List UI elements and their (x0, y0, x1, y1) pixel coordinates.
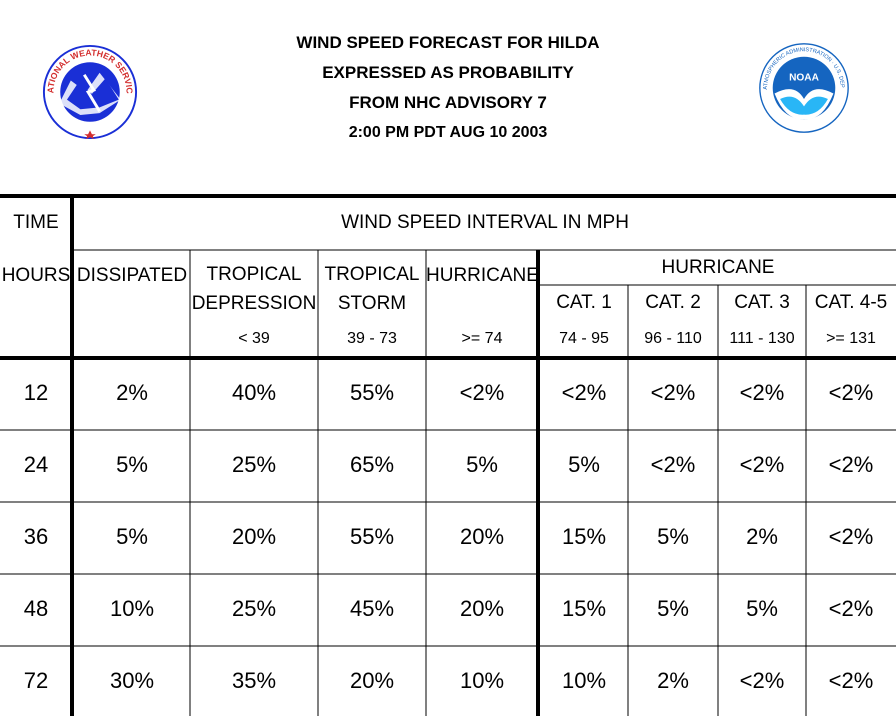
header-cat2: CAT. 2 (645, 292, 701, 313)
nws-logo: NATIONAL WEATHER SERVICE (42, 44, 138, 140)
header-hurricane: HURRICANE (426, 265, 539, 286)
cell-cat45: <2% (828, 452, 874, 477)
header-cat45-range: >= 131 (826, 330, 876, 347)
cell-cat1: 15% (561, 596, 607, 621)
noaa-wordmark: NOAA (789, 73, 819, 84)
cell-hurricane: 5% (466, 452, 498, 477)
header-ts-line1: TROPICAL (324, 264, 420, 285)
cell-cat3: <2% (739, 452, 785, 477)
cell-cat3: <2% (739, 380, 785, 405)
header-td-line2: DEPRESSION (191, 293, 317, 314)
cell-dissipated: 5% (116, 524, 148, 549)
cell-hurricane: 20% (459, 596, 505, 621)
cell-hours: 72 (23, 668, 49, 693)
cell-tropical-storm: 65% (349, 452, 395, 477)
cell-cat3: <2% (739, 668, 785, 693)
title-advisory: FROM NHC ADVISORY 7 (349, 93, 547, 112)
cell-cat2: 5% (657, 524, 689, 549)
title-storm: WIND SPEED FORECAST FOR HILDA (296, 33, 600, 52)
header-cat3-range: 111 - 130 (729, 330, 795, 347)
cell-tropical-storm: 55% (349, 380, 395, 405)
header-cat3: CAT. 3 (734, 292, 790, 313)
cell-hours: 12 (23, 380, 49, 405)
cell-cat45: <2% (828, 380, 874, 405)
cell-cat3: 2% (746, 524, 778, 549)
cell-cat1: 15% (561, 524, 607, 549)
title-datetime: 2:00 PM PDT AUG 10 2003 (348, 124, 548, 141)
header-cat1: CAT. 1 (556, 292, 612, 313)
cell-dissipated: 30% (109, 668, 155, 693)
header-dissipated: DISSIPATED (76, 265, 188, 286)
header-cat45: CAT. 4-5 (814, 292, 888, 313)
header-ts-line2: STORM (337, 293, 407, 314)
cell-tropical-depression: 35% (231, 668, 277, 693)
cell-cat2: 2% (657, 668, 689, 693)
cell-cat1: <2% (561, 380, 607, 405)
cell-cat2: <2% (650, 380, 696, 405)
header-hours: HOURS (1, 265, 71, 286)
cell-hurricane: 10% (459, 668, 505, 693)
header-wind-speed-interval: WIND SPEED INTERVAL IN MPH (341, 212, 629, 233)
title-expressed: EXPRESSED AS PROBABILITY (322, 63, 574, 82)
header-hurricane-range: >= 74 (461, 330, 503, 347)
cell-hurricane: 20% (459, 524, 505, 549)
header-time: TIME (13, 212, 59, 233)
cell-cat45: <2% (828, 524, 874, 549)
cell-hours: 48 (23, 596, 49, 621)
cell-cat3: 5% (746, 596, 778, 621)
cell-cat45: <2% (828, 596, 874, 621)
cell-cat2: <2% (650, 452, 696, 477)
cell-tropical-depression: 20% (231, 524, 277, 549)
header-cat1-range: 74 - 95 (559, 330, 609, 347)
header-cat2-range: 96 - 110 (644, 330, 702, 347)
cell-cat2: 5% (657, 596, 689, 621)
cell-tropical-storm: 20% (349, 668, 395, 693)
cell-tropical-storm: 55% (349, 524, 395, 549)
cell-cat1: 10% (561, 668, 607, 693)
cell-hours: 24 (23, 452, 49, 477)
header-hurricane-group: HURRICANE (661, 257, 775, 278)
cell-dissipated: 2% (116, 380, 148, 405)
cell-dissipated: 5% (116, 452, 148, 477)
cell-tropical-depression: 40% (231, 380, 277, 405)
cell-dissipated: 10% (109, 596, 155, 621)
cell-tropical-depression: 25% (231, 596, 277, 621)
header-td-line1: TROPICAL (206, 264, 302, 285)
cell-cat45: <2% (828, 668, 874, 693)
cell-hours: 36 (23, 524, 49, 549)
noaa-logo: NOAA NATIONAL OCEANIC AND ATMOSPHERIC AD… (758, 42, 849, 133)
cell-tropical-storm: 45% (349, 596, 395, 621)
cell-hurricane: <2% (459, 380, 505, 405)
cell-cat1: 5% (568, 452, 600, 477)
header-td-range: < 39 (238, 330, 270, 347)
cell-tropical-depression: 25% (231, 452, 277, 477)
header-ts-range: 39 - 73 (347, 330, 397, 347)
